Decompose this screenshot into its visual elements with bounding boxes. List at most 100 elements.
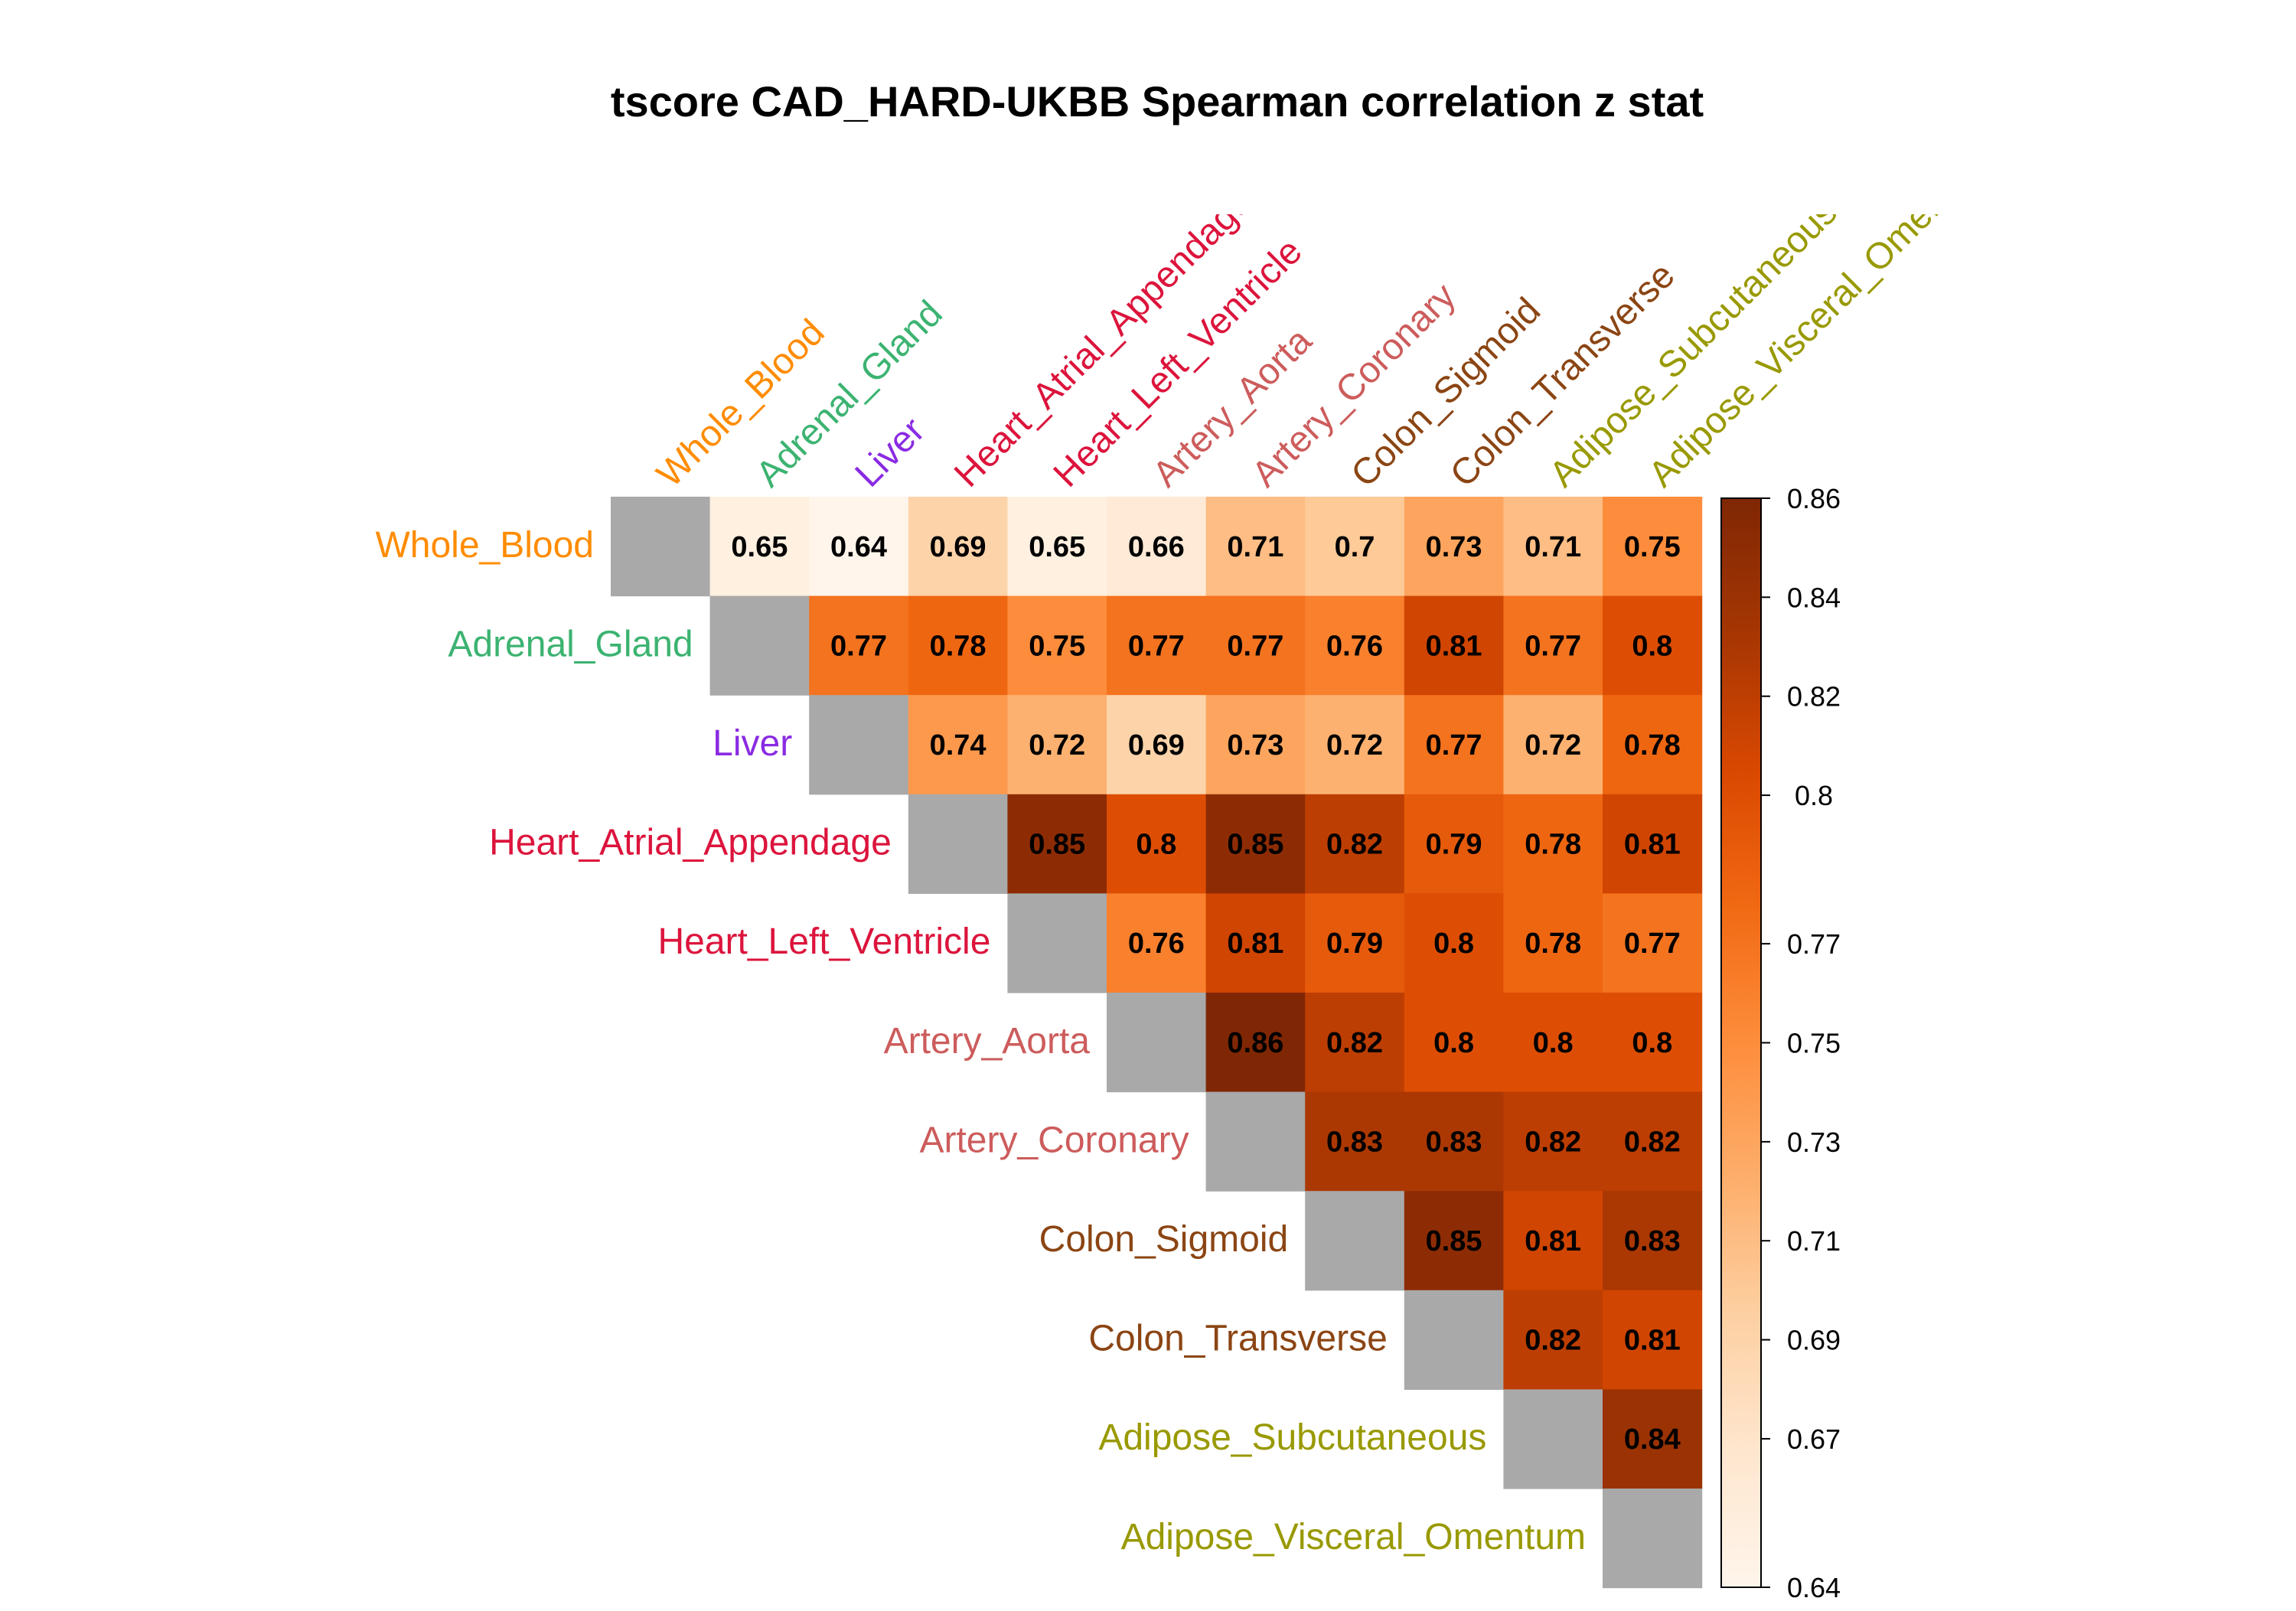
heatmap-cell	[809, 497, 909, 597]
diagonal-cell	[1503, 1389, 1603, 1489]
cell-value-label: 0.81	[1624, 1325, 1681, 1357]
heatmap-cell	[1007, 794, 1107, 894]
row-label: Colon_Sigmoid	[1039, 1219, 1289, 1260]
heatmap-cell	[1503, 595, 1603, 696]
row-label: Artery_Aorta	[884, 1021, 1091, 1061]
colorbar-tick-label: 0.71	[1787, 1225, 1841, 1257]
chart-title: tscore CAD_HARD-UKBB Spearman correlatio…	[611, 77, 1704, 126]
heatmap-cell	[1305, 893, 1405, 993]
cell-value-label: 0.82	[1624, 1126, 1681, 1158]
colorbar-tick-label: 0.77	[1787, 928, 1841, 960]
column-label: Whole_Blood	[649, 311, 832, 494]
cell-value-label: 0.78	[1525, 829, 1581, 861]
heatmap-cell	[1205, 893, 1306, 993]
heatmap-cell	[1603, 1191, 1703, 1291]
heatmap-cell	[1205, 595, 1306, 696]
cell-value-label: 0.83	[1624, 1225, 1681, 1257]
heatmap-cell	[908, 695, 1008, 795]
cell-value-label: 0.83	[1326, 1126, 1383, 1158]
colorbar-tick-label: 0.73	[1787, 1127, 1841, 1158]
row-label: Artery_Coronary	[919, 1120, 1189, 1160]
cell-value-label: 0.82	[1525, 1126, 1581, 1158]
cell-value-label: 0.8	[1433, 1027, 1474, 1059]
cell-value-label: 0.79	[1426, 829, 1482, 861]
heatmap-cell	[1603, 497, 1703, 597]
cell-value-label: 0.84	[1624, 1423, 1681, 1456]
cell-value-label: 0.77	[830, 630, 887, 662]
heatmap-cell	[1305, 497, 1405, 597]
row-label: Adipose_Subcutaneous	[1098, 1417, 1486, 1458]
cell-value-label: 0.72	[1525, 729, 1581, 761]
colorbar-tick-label: 0.69	[1787, 1325, 1841, 1356]
cell-value-label: 0.78	[930, 630, 987, 662]
heatmap-cell	[1107, 695, 1207, 795]
heatmap-cell	[1205, 497, 1306, 597]
cell-value-label: 0.66	[1128, 531, 1185, 563]
diagonal-cell	[1305, 1191, 1405, 1291]
cell-value-label: 0.85	[1227, 829, 1283, 861]
heatmap-cell	[1007, 595, 1107, 696]
heatmap-cell	[1503, 695, 1603, 795]
cell-value-label: 0.77	[1624, 928, 1681, 960]
cell-value-label: 0.72	[1326, 729, 1383, 761]
cell-value-label: 0.73	[1227, 729, 1283, 761]
heatmap-cell	[1305, 993, 1405, 1093]
heatmap-cell	[908, 497, 1008, 597]
heatmap-cell	[1404, 595, 1504, 696]
colorbar-tick-label: 0.75	[1787, 1028, 1841, 1059]
row-label: Liver	[713, 723, 792, 764]
colorbar-tick-label: 0.84	[1787, 582, 1841, 613]
heatmap-cell	[1503, 1290, 1603, 1390]
cell-value-label: 0.8	[1136, 829, 1176, 861]
diagonal-cell	[709, 595, 810, 696]
row-labels: Whole_Blood Adrenal_Gland Liver Heart_Atria…	[375, 525, 1586, 1557]
cell-value-label: 0.78	[1624, 729, 1681, 761]
heatmap-cell	[1107, 595, 1207, 696]
cell-value-label: 0.8	[1632, 630, 1672, 662]
heatmap-cell	[1007, 695, 1107, 795]
heatmap-cell	[1205, 794, 1306, 894]
heatmap-cell	[1305, 695, 1405, 795]
heatmap-cell	[1603, 794, 1703, 894]
heatmap-cell	[1503, 1191, 1603, 1291]
colorbar-gradient	[1720, 497, 1762, 1588]
row-label: Heart_Atrial_Appendage	[489, 823, 892, 863]
cell-value-label: 0.83	[1426, 1126, 1482, 1158]
heatmap-cell	[1305, 595, 1405, 696]
heatmap-cell	[1404, 794, 1504, 894]
cell-value-label: 0.85	[1029, 829, 1085, 861]
heatmap-cell	[1603, 1091, 1703, 1192]
colorbar-tick-label: 0.86	[1787, 483, 1841, 514]
heatmap-cell	[1404, 993, 1504, 1093]
diagonal-cell	[611, 497, 711, 597]
heatmap-cell	[1205, 695, 1306, 795]
heatmap-cell	[809, 595, 909, 696]
colorbar: 0.64 0.67 0.69 0.71 0.73 0.75 0.77 0.8 0.82 0.84 0…	[1720, 483, 1841, 1603]
cell-value-label: 0.76	[1326, 630, 1383, 662]
cell-value-label: 0.65	[1029, 531, 1085, 563]
cell-value-label: 0.72	[1029, 729, 1085, 761]
cell-value-label: 0.78	[1525, 928, 1581, 960]
diagonal-cell	[1404, 1290, 1504, 1390]
heatmap-cell	[1007, 497, 1107, 597]
heatmap-cell	[1404, 1191, 1504, 1291]
cell-value-label: 0.79	[1326, 928, 1383, 960]
cell-value-label: 0.81	[1624, 829, 1681, 861]
heatmap-cell	[908, 595, 1008, 696]
heatmap-cell	[1107, 497, 1207, 597]
cell-value-label: 0.82	[1326, 1027, 1383, 1059]
heatmap-cell	[1503, 993, 1603, 1093]
heatmap-cell	[1205, 993, 1306, 1093]
colorbar-tick-label: 0.82	[1787, 681, 1841, 713]
heatmap-cell	[1404, 1091, 1504, 1192]
cell-value-label: 0.85	[1426, 1225, 1482, 1257]
row-label: Whole_Blood	[375, 525, 594, 566]
cell-value-label: 0.81	[1426, 630, 1482, 662]
heatmap-cell	[1503, 893, 1603, 993]
heatmap-cell	[1603, 1290, 1703, 1390]
diagonal-cell	[1205, 1091, 1306, 1192]
cell-value-label: 0.71	[1525, 531, 1581, 563]
heatmap-cell	[1404, 695, 1504, 795]
colorbar-tick-label: 0.8	[1795, 780, 1833, 811]
